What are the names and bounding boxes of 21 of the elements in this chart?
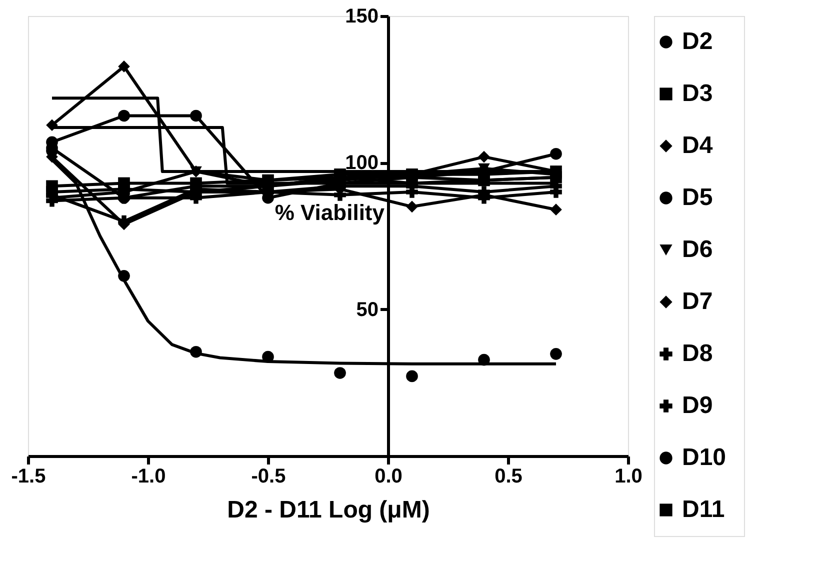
- legend-label: D11: [682, 496, 725, 523]
- legend-label: D7: [682, 288, 713, 315]
- legend-label: D6: [682, 236, 713, 263]
- x-axis-title: D2 - D11 Log (μM): [227, 496, 430, 524]
- x-tick-label: 0.5: [494, 466, 522, 488]
- legend-label: D2: [682, 28, 713, 55]
- x-tick-label: -1.0: [131, 466, 166, 488]
- x-tick-label: 0.0: [374, 466, 402, 488]
- x-tick-label: -0.5: [251, 466, 286, 488]
- y-tick-label: 50: [356, 298, 378, 321]
- legend-label: D3: [682, 80, 713, 107]
- legend-label: D8: [682, 340, 713, 367]
- y-tick-label: 100: [345, 152, 378, 174]
- legend-label: D4: [682, 132, 714, 159]
- x-tick-label: -1.5: [11, 466, 46, 488]
- legend-label: D9: [682, 392, 713, 419]
- y-tick-label: 150: [345, 6, 378, 28]
- legend-label: D10: [682, 444, 726, 471]
- x-tick-label: 1.0: [614, 466, 642, 488]
- y-axis-title: % Viability: [274, 200, 386, 226]
- legend-label: D5: [682, 184, 713, 211]
